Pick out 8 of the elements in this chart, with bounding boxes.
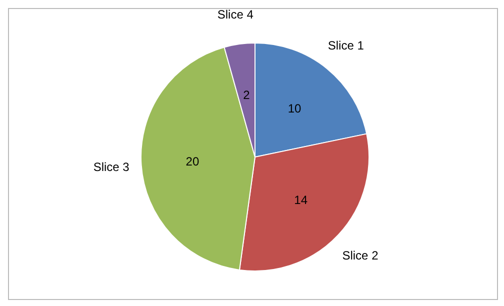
- slice-label: Slice 1: [328, 38, 364, 52]
- data-label: 20: [186, 154, 200, 168]
- slice-label: Slice 4: [217, 7, 254, 22]
- data-label: 2: [243, 88, 250, 102]
- slice-label: Slice 2: [342, 248, 379, 262]
- slice-label: Slice 3: [93, 160, 130, 174]
- data-label: 10: [288, 101, 302, 116]
- data-label: 14: [294, 192, 308, 207]
